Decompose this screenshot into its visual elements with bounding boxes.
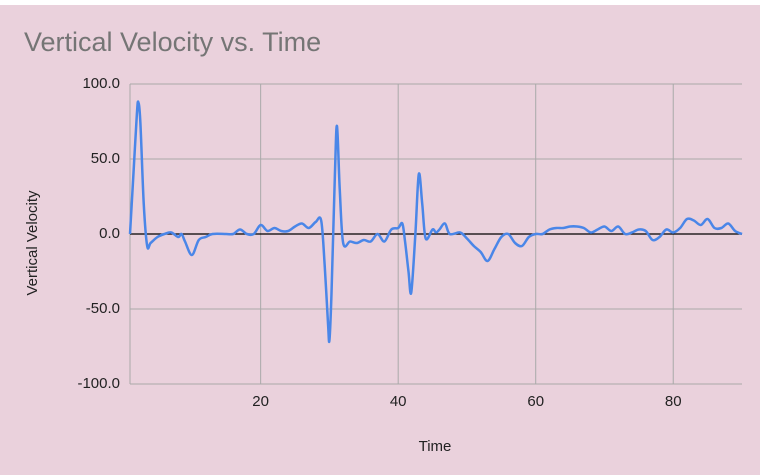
y-tick-label: 50.0 [91, 150, 120, 167]
sheet-strip [0, 0, 760, 5]
x-tick-label: 60 [527, 393, 544, 410]
y-tick-label: 100.0 [82, 75, 120, 92]
data-line [128, 100, 743, 344]
x-axis-label: Time [419, 438, 452, 455]
x-tick-label: 20 [252, 393, 269, 410]
y-tick-label: -100.0 [77, 375, 120, 392]
y-axis-label: Vertical Velocity [24, 190, 41, 296]
y-tick-label: 0.0 [99, 225, 120, 242]
y-tick-label: -50.0 [86, 300, 120, 317]
x-tick-label: 40 [390, 393, 407, 410]
chart-title: Vertical Velocity vs. Time [24, 27, 321, 57]
x-tick-label: 80 [665, 393, 682, 410]
